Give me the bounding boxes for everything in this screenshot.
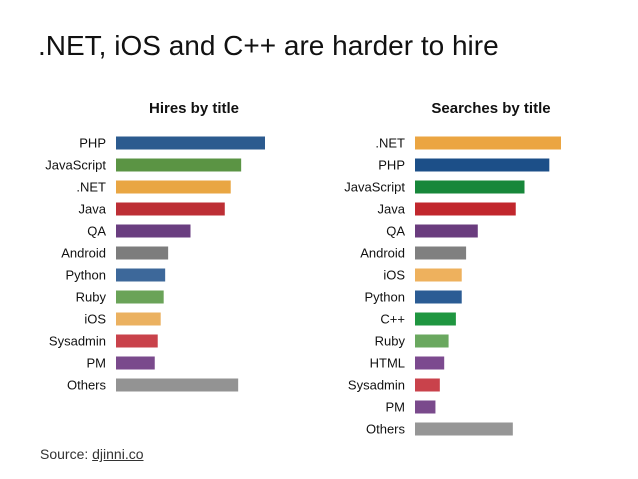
- category-label: PHP: [79, 136, 106, 151]
- bar: [116, 136, 265, 150]
- bar: [116, 356, 155, 370]
- category-label: .NET: [76, 180, 106, 195]
- category-label: Ruby: [76, 290, 107, 305]
- source-label: Source:: [40, 446, 89, 462]
- bar: [415, 378, 440, 392]
- bar: [116, 246, 169, 260]
- category-label: JavaScript: [344, 180, 405, 195]
- bar: [415, 268, 462, 282]
- category-label: JavaScript: [45, 158, 106, 173]
- category-label: C++: [380, 312, 405, 327]
- searches-chart-svg: Searches by title .NET PHP JavaScript Java QA…: [344, 100, 561, 437]
- chart-title: Searches by title: [431, 100, 550, 117]
- source-link[interactable]: djinni.co: [92, 446, 144, 462]
- bar: [116, 290, 164, 304]
- bar: [415, 312, 456, 326]
- bar: [415, 422, 513, 436]
- category-label: Python: [66, 268, 106, 283]
- bar: [116, 334, 158, 348]
- category-label: Android: [360, 246, 405, 261]
- category-label: Java: [378, 202, 406, 217]
- category-label: iOS: [84, 312, 106, 327]
- bar: [116, 268, 166, 282]
- category-label: Java: [79, 202, 107, 217]
- bar: [415, 356, 445, 370]
- bar: [116, 378, 239, 392]
- bar: [116, 158, 242, 172]
- searches-by-title-chart: Searches by title .NET PHP JavaScript Java QA…: [325, 95, 585, 437]
- category-label: PM: [87, 356, 107, 371]
- category-label: Sysadmin: [49, 334, 106, 349]
- category-label: iOS: [383, 268, 405, 283]
- category-label: HTML: [370, 356, 405, 371]
- bar: [415, 180, 525, 194]
- category-label: Others: [67, 378, 107, 393]
- bar: [116, 180, 231, 194]
- bar: [415, 202, 516, 216]
- bar: [415, 400, 436, 414]
- bar: [116, 312, 161, 326]
- category-label: Ruby: [375, 334, 406, 349]
- bar: [415, 246, 467, 260]
- category-label: PM: [386, 400, 406, 415]
- bar: [415, 334, 449, 348]
- bar: [415, 290, 462, 304]
- bar: [116, 224, 191, 238]
- bar: [415, 136, 561, 150]
- chart-title: Hires by title: [149, 100, 239, 117]
- category-label: Python: [365, 290, 405, 305]
- bar: [415, 158, 550, 172]
- source-note: Source: djinni.co: [40, 446, 144, 462]
- hires-by-title-chart: Hires by title PHP JavaScript .NET Java QA And…: [24, 95, 284, 395]
- slide-title: .NET, iOS and C++ are harder to hire: [38, 30, 499, 61]
- category-label: QA: [87, 224, 106, 239]
- category-label: Android: [61, 246, 106, 261]
- category-label: Others: [366, 422, 406, 437]
- bar: [116, 202, 225, 216]
- category-label: PHP: [378, 158, 405, 173]
- category-label: QA: [386, 224, 405, 239]
- hires-chart-svg: Hires by title PHP JavaScript .NET Java QA And…: [45, 100, 265, 393]
- category-label: .NET: [375, 136, 405, 151]
- bar: [415, 224, 478, 238]
- category-label: Sysadmin: [348, 378, 405, 393]
